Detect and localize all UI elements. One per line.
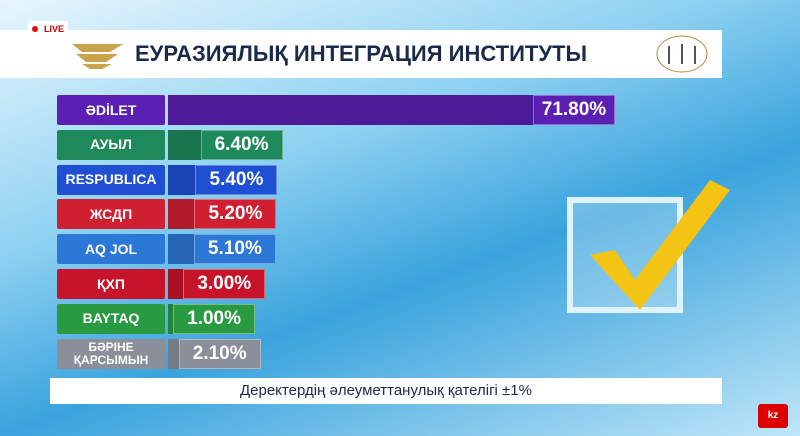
value-label: 71.80%	[533, 95, 615, 125]
bar	[168, 303, 174, 334]
checkmark-decoration	[567, 180, 730, 313]
channel-logo: kz	[758, 404, 788, 428]
category-label: БӘРІНЕ ҚАРСЫМЫН	[57, 338, 165, 369]
category-label: АУЫЛ	[57, 129, 165, 160]
live-dot	[32, 26, 38, 32]
category-label: ӘDİLET	[57, 95, 165, 125]
value-label: 1.00%	[173, 303, 256, 334]
footnote: Деректердің әлеуметтанулық қателігі ±1%	[50, 378, 722, 404]
live-badge: LIVE	[28, 21, 68, 37]
header-bar	[0, 30, 722, 78]
value-label: 6.40%	[200, 129, 283, 160]
category-label: AQ JOL	[57, 234, 165, 265]
bar	[168, 164, 196, 195]
category-label: BAYTAQ	[57, 303, 165, 334]
bar	[168, 234, 194, 265]
bar	[168, 269, 184, 299]
bar	[168, 199, 195, 230]
category-label: ҚХП	[57, 269, 165, 299]
logo	[72, 44, 123, 69]
value-label: 5.10%	[193, 234, 276, 265]
institute-logo	[656, 35, 708, 73]
chart-title: ЕУРАЗИЯЛЫҚ ИНТЕГРАЦИЯ ИНСТИТУТЫ	[135, 41, 588, 66]
category-label: RESPUBLICA	[57, 164, 165, 195]
bar	[168, 129, 201, 160]
bar	[168, 95, 533, 125]
value-label: 5.40%	[195, 164, 278, 195]
category-label: ЖСДП	[57, 199, 165, 230]
value-label: 5.20%	[194, 199, 277, 230]
value-label: 2.10%	[178, 338, 261, 369]
value-label: 3.00%	[183, 269, 266, 299]
bar	[168, 338, 179, 369]
